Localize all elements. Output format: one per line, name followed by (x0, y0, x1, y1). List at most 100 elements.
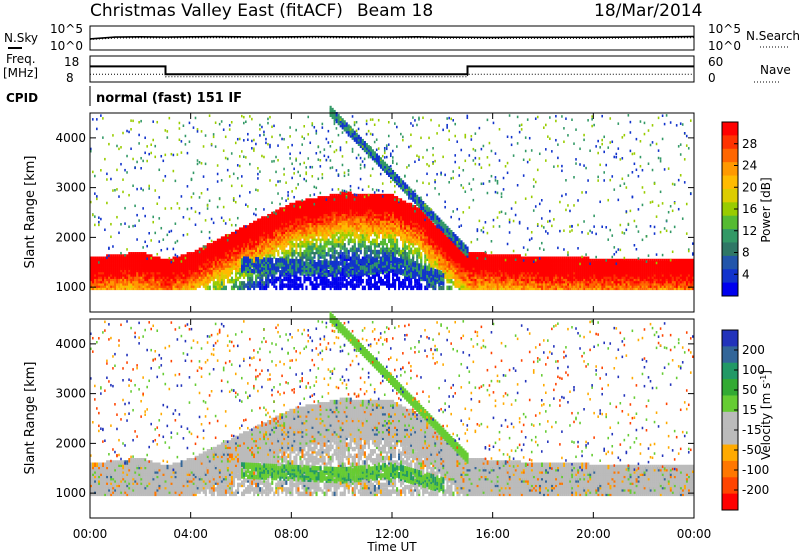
heatmap-cell (392, 276, 395, 282)
heatmap-cell (243, 121, 245, 125)
heatmap-cell (418, 281, 421, 286)
heatmap-cell (263, 208, 265, 211)
heatmap-cell (394, 198, 396, 201)
heatmap-cell (337, 188, 340, 191)
heatmap-cell (104, 157, 106, 161)
heatmap-cell (291, 202, 294, 208)
heatmap-cell (261, 283, 264, 288)
heatmap-cell (241, 114, 243, 118)
heatmap-cell (408, 278, 411, 284)
heatmap-cell (311, 267, 314, 273)
heatmap-cell (416, 285, 419, 291)
heatmap-cell (196, 162, 199, 166)
heatmap-cell (418, 276, 421, 282)
heatmap-cell (196, 130, 199, 133)
heatmap-cell (283, 167, 285, 171)
heatmap-cell (200, 230, 203, 234)
heatmap-cell (381, 245, 385, 250)
heatmap-cell (289, 135, 291, 138)
heatmap-cell (303, 269, 306, 274)
heatmap-cell (257, 257, 260, 262)
heatmap-cell (406, 285, 409, 291)
heatmap-cell (367, 254, 370, 259)
heatmap-cell (309, 252, 312, 257)
heatmap-cell (313, 259, 316, 265)
heatmap-cell (323, 148, 326, 151)
heatmap-cell (243, 256, 246, 261)
heatmap-cell (355, 278, 358, 284)
heatmap-cell (387, 193, 391, 199)
heatmap-cell (331, 140, 334, 143)
heatmap-cell (315, 285, 318, 291)
heatmap-cell (414, 247, 417, 253)
heatmap-cell (218, 283, 221, 288)
heatmap-cell (319, 260, 322, 265)
heatmap-cell (216, 205, 219, 209)
heatmap-cell (404, 274, 407, 279)
heatmap-cell (335, 238, 338, 244)
heatmap-cell (357, 283, 360, 288)
heatmap-cell (307, 198, 310, 203)
heatmap-cell (319, 158, 322, 162)
heatmap-cell (392, 156, 394, 159)
heatmap-cell (345, 191, 348, 197)
heatmap-cell (289, 202, 292, 208)
heatmap-cell (243, 155, 245, 159)
heatmap-cell (124, 168, 126, 172)
heatmap-cell (222, 285, 225, 291)
heatmap-cell (377, 147, 380, 150)
heatmap-cell (359, 167, 362, 170)
heatmap-cell (373, 191, 376, 194)
heatmap-cell (339, 118, 342, 121)
heatmap-cell (283, 266, 286, 271)
heatmap-cell (204, 219, 207, 222)
heatmap-cell (265, 254, 268, 259)
heatmap-cell (259, 134, 261, 137)
heatmap-cell (287, 249, 290, 255)
heatmap-cell (116, 168, 118, 172)
heatmap-cell (204, 245, 207, 249)
heatmap-cell (188, 252, 191, 257)
heatmap-cell (291, 258, 294, 264)
heatmap-cell (373, 123, 376, 127)
heatmap-cell (383, 193, 387, 199)
heatmap-cell (230, 152, 233, 155)
heatmap-cell (204, 134, 207, 137)
heatmap-cell (230, 184, 233, 188)
heatmap-cell (375, 138, 378, 141)
heatmap-cell (371, 258, 374, 263)
heatmap-cell (329, 105, 332, 111)
heatmap-cell (416, 247, 419, 253)
heatmap-cell (283, 208, 285, 212)
heatmap-cell (247, 256, 250, 262)
heatmap-cell (118, 231, 120, 235)
heatmap-cell (102, 136, 104, 139)
heatmap-cell (313, 193, 316, 196)
heatmap-cell (319, 150, 322, 154)
heatmap-cell (353, 121, 356, 124)
heatmap-cell (257, 272, 260, 277)
heatmap-cell (299, 263, 302, 268)
heatmap-cell (134, 166, 136, 170)
heatmap-cell (104, 228, 106, 232)
heatmap-cell (394, 122, 396, 125)
heatmap-cell (172, 153, 175, 157)
heatmap-cell (110, 177, 112, 181)
heatmap-cell (408, 202, 411, 208)
heatmap-cell (176, 239, 179, 243)
heatmap-cell (389, 180, 392, 184)
heatmap-cell (307, 133, 310, 136)
heatmap-cell (273, 124, 275, 128)
heatmap-cell (293, 268, 296, 274)
heatmap-cell (398, 176, 401, 181)
heatmap-cell (108, 254, 110, 257)
heatmap-cell (261, 269, 264, 275)
heatmap-cell (100, 169, 102, 172)
heatmap-cell (232, 278, 236, 284)
heatmap-cell (114, 254, 117, 259)
heatmap-cell (303, 137, 306, 140)
heatmap-cell (353, 266, 356, 271)
heatmap-cell (295, 256, 298, 262)
heatmap-cell (283, 283, 286, 288)
heatmap-cell (375, 285, 378, 291)
